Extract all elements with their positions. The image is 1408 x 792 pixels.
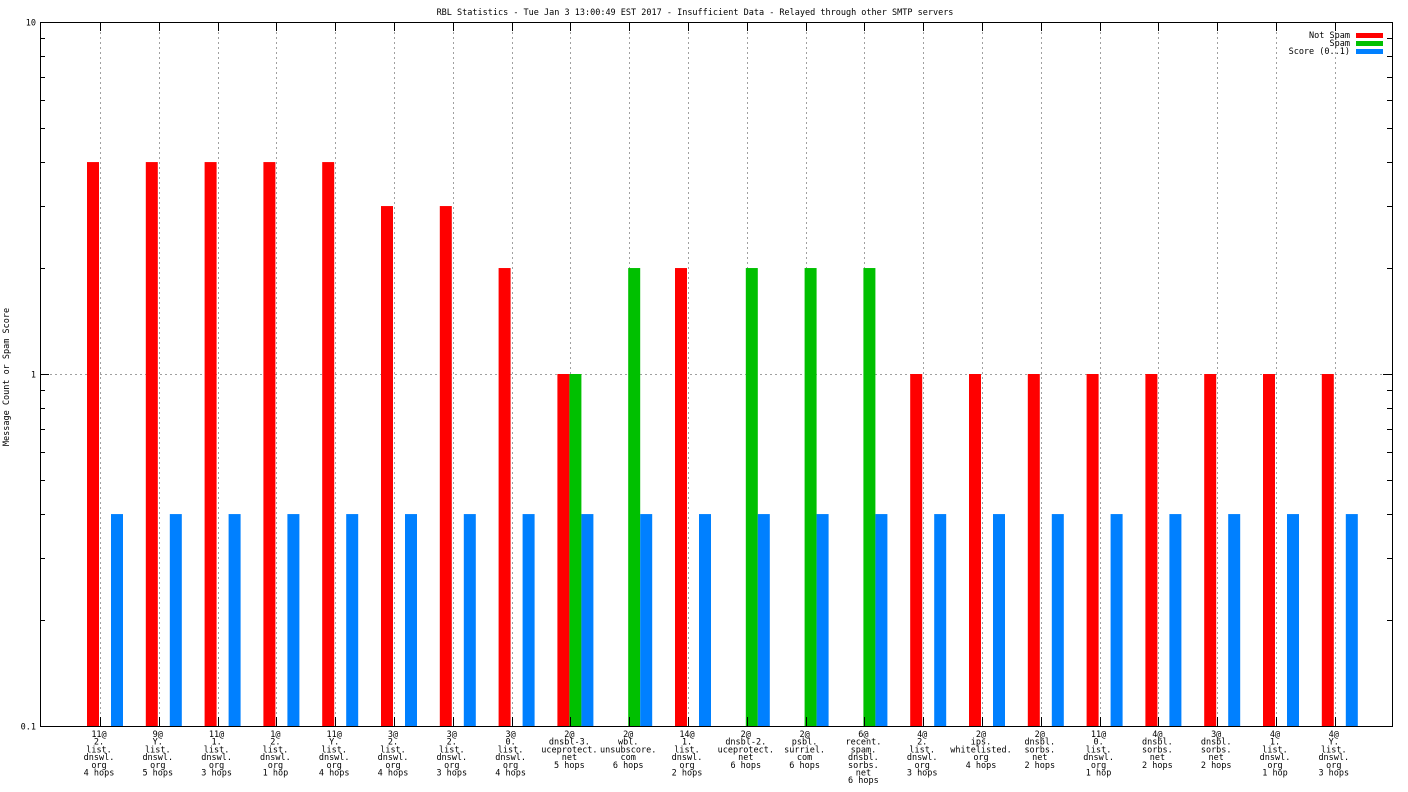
score-bar — [228, 514, 241, 726]
not-spam-bar — [1086, 374, 1099, 726]
legend-label: Not Spam — [1309, 31, 1350, 41]
y-tick-label: 1 — [31, 371, 36, 381]
score-bar — [287, 514, 300, 726]
x-tick-label: 3@ dnsbl. sorbs. net 2 hops — [1201, 730, 1232, 771]
not-spam-bar — [1263, 374, 1275, 726]
x-tick-label: 11@ 2. list. dnswl. org 4 hops — [84, 730, 115, 779]
spam-bar — [804, 268, 817, 726]
score-bar — [1228, 514, 1241, 726]
y-tick-label: 0.1 — [21, 723, 36, 733]
x-tick-label: 9@ Y. list. dnswl. org 5 hops — [142, 730, 173, 779]
legend-score: Score (0..1) — [1289, 47, 1383, 57]
x-tick-label: 3@ 0. list. dnswl. org 4 hops — [495, 730, 526, 779]
not-spam-bar — [1145, 374, 1158, 726]
score-bar — [111, 514, 123, 726]
score-bar — [934, 514, 947, 726]
not-spam-bar — [910, 374, 923, 726]
not-spam-bar — [439, 206, 452, 726]
not-spam-bar — [145, 162, 158, 726]
legend-swatch — [1356, 41, 1383, 46]
not-spam-bar — [263, 162, 276, 726]
x-tick-label: 2@ dnsbl-3. uceprotect. net 5 hops — [541, 730, 597, 771]
legend-not-spam: Not Spam — [1309, 31, 1383, 41]
x-tick-label: 2@ wbl. unsubscore. com 6 hops — [600, 730, 656, 771]
score-bar — [1287, 514, 1299, 726]
x-tick-label: 2@ dnsbl-2. uceprotect. net 6 hops — [718, 730, 774, 771]
grid-lines — [40, 22, 1392, 726]
not-spam-bar — [675, 268, 687, 726]
score-bar — [757, 514, 770, 726]
spam-bar — [628, 268, 641, 726]
x-tick-label: 11@ Y. list. dnswl. org 4 hops — [319, 730, 350, 779]
score-bar — [816, 514, 829, 726]
spam-bar — [863, 268, 876, 726]
tick-labels: 10 1 0.1 11@ 2. list. dnswl. org 4 hops 9@ Y. list.… — [21, 19, 1350, 787]
not-spam-bar — [322, 162, 335, 726]
x-tick-label: 6@ recent. spam. dnsbl. sorbs. net 6 hops — [845, 730, 881, 786]
not-spam-bar — [1204, 374, 1217, 726]
spam-bar — [569, 374, 582, 726]
legend-label: Spam — [1330, 39, 1350, 49]
x-tick-label: 11@ 1. list. dnswl. org 3 hops — [201, 730, 232, 779]
x-tick-label: 3@ 2. list. dnswl. org 3 hops — [436, 730, 467, 779]
not-spam-bar — [969, 374, 981, 726]
legend-label: Score (0..1) — [1289, 47, 1350, 57]
x-tick-label: 4@ dnsbl. sorbs. net 2 hops — [1142, 730, 1173, 771]
score-bar — [405, 514, 417, 726]
bars — [87, 162, 1358, 726]
score-bar — [463, 514, 476, 726]
score-bar — [169, 514, 182, 726]
x-tick-label: 4@ 1. list. dnswl. org 1 hop — [1260, 730, 1291, 779]
not-spam-bar — [498, 268, 511, 726]
x-tick-label: 2@ dnsbl. sorbs. net 2 hops — [1024, 730, 1055, 771]
spam-bar — [745, 268, 758, 726]
not-spam-bar — [1027, 374, 1040, 726]
score-bar — [1169, 514, 1182, 726]
not-spam-bar — [87, 162, 99, 726]
score-bar — [993, 514, 1005, 726]
score-bar — [1345, 514, 1358, 726]
score-bar — [1051, 514, 1064, 726]
x-tick-label: 4@ 2. list. dnswl. org 3 hops — [907, 730, 938, 779]
x-tick-label: 4@ Y. list. dnswl. org 3 hops — [1318, 730, 1349, 779]
x-tick-label: 11@ 0. list. dnswl. org 1 hop — [1083, 730, 1114, 779]
score-bar — [640, 514, 653, 726]
legend-swatch — [1356, 49, 1383, 54]
not-spam-bar — [1321, 374, 1334, 726]
x-tick-label: 14@ 1. list. dnswl. org 2 hops — [672, 730, 703, 779]
score-bar — [1110, 514, 1123, 726]
legend-swatch — [1356, 33, 1383, 38]
not-spam-bar — [381, 206, 393, 726]
legend-spam: Spam — [1330, 39, 1383, 49]
x-tick-label: 1@ 2. list. dnswl. org 1 hop — [260, 730, 291, 779]
not-spam-bar — [557, 374, 570, 726]
plot-frame — [40, 22, 1393, 727]
score-bar — [875, 514, 888, 726]
y-tick-label: 10 — [26, 19, 36, 29]
score-bar — [581, 514, 594, 726]
score-bar — [522, 514, 535, 726]
score-bar — [699, 514, 711, 726]
x-tick-label: 2@ ips. whitelisted. org 4 hops — [950, 730, 1011, 771]
not-spam-bar — [204, 162, 217, 726]
score-bar — [346, 514, 359, 726]
chart-title: RBL Statistics - Tue Jan 3 13:00:49 EST … — [437, 8, 954, 18]
x-tick-label: 3@ 2. list. dnswl. org 4 hops — [378, 730, 409, 779]
y-axis-label: Message Count or Spam Score — [2, 308, 12, 446]
x-tick-label: 2@ psbl. surriel. com 6 hops — [784, 730, 825, 771]
